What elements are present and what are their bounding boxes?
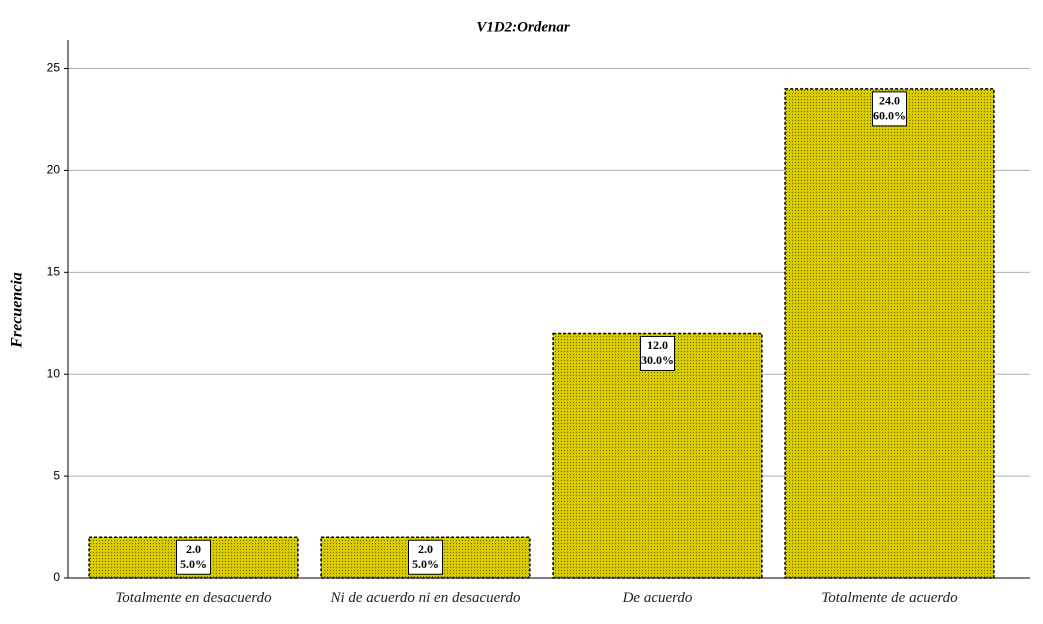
- value-label: 24.0: [879, 94, 900, 108]
- x-tick-label: De acuerdo: [622, 590, 693, 606]
- value-label-box: [176, 539, 211, 575]
- y-tick-label: 10: [47, 366, 61, 380]
- y-axis-label: Frecuencia: [9, 272, 26, 349]
- chart-title: V1D2:Ordenar: [476, 19, 570, 35]
- percent-label: 60.0%: [873, 109, 906, 123]
- y-tick-label: 25: [47, 61, 61, 75]
- value-label-box: [408, 539, 443, 575]
- y-tick-label: 0: [53, 570, 60, 584]
- y-tick-label: 15: [47, 264, 61, 278]
- value-label-box: [872, 91, 907, 127]
- value-label: 2.0: [186, 542, 201, 556]
- bar: [784, 88, 995, 579]
- percent-label: 5.0%: [180, 557, 207, 571]
- value-label: 12.0: [647, 338, 668, 352]
- y-tick-label: 5: [53, 468, 60, 482]
- value-label: 2.0: [418, 542, 433, 556]
- x-tick-label: Totalmente en desacuerdo: [115, 590, 272, 606]
- x-tick-label: Totalmente de acuerdo: [821, 590, 958, 606]
- bar: [552, 332, 763, 579]
- percent-label: 30.0%: [641, 353, 674, 367]
- percent-label: 5.0%: [412, 557, 439, 571]
- x-tick-label: Ni de acuerdo ni en desacuerdo: [330, 590, 521, 606]
- value-label-box: [640, 335, 675, 371]
- y-tick-label: 20: [47, 163, 61, 177]
